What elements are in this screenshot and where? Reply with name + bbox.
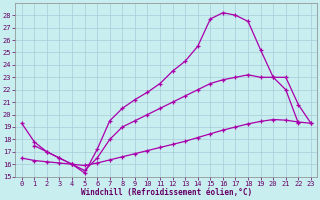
X-axis label: Windchill (Refroidissement éolien,°C): Windchill (Refroidissement éolien,°C) <box>81 188 252 197</box>
